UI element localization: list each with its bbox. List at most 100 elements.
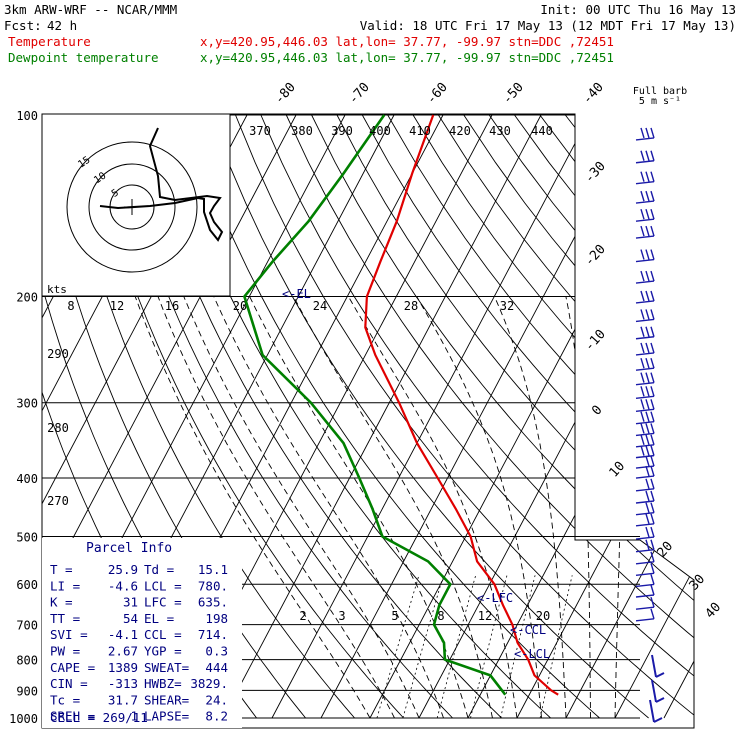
hodograph-box xyxy=(41,113,231,297)
parcel-label: Td = xyxy=(144,562,174,577)
parcel-value: 444 xyxy=(205,660,228,675)
isotherm-label: -40 xyxy=(580,80,607,107)
parcel-label: HWBZ= xyxy=(144,676,182,691)
dry-adiabat-line xyxy=(133,114,502,719)
dry-adiabat-line xyxy=(260,114,694,719)
temperature-legend: Temperature xyxy=(8,34,91,49)
wind-barbs xyxy=(635,127,665,723)
pressure-tick-label: 600 xyxy=(16,578,38,592)
moist-adiabat-line xyxy=(565,296,591,718)
parcel-value: 1389 xyxy=(108,660,138,675)
forecast-hours: 42 h xyxy=(47,18,77,33)
isotherm-line xyxy=(418,114,694,719)
hodograph-trace xyxy=(99,127,224,242)
dry-adiabat-line xyxy=(82,114,404,719)
dry-adiabat-line xyxy=(285,114,694,719)
model-title: 3km ARW-WRF -- NCAR/MMM xyxy=(4,2,177,17)
isotherm-label: 40 xyxy=(703,600,725,622)
parcel-value: 3829. xyxy=(190,676,228,691)
parcel-info-row: K = 31 LFC = 635. xyxy=(50,595,228,610)
parcel-value: 0.3 xyxy=(205,644,228,659)
theta-label: 370 xyxy=(249,124,271,138)
parcel-value: 780. xyxy=(198,578,228,593)
pressure-tick-label: 800 xyxy=(16,654,38,668)
parcel-value: 1 xyxy=(130,709,138,724)
hodograph-axis-tick: 8 xyxy=(67,299,74,313)
parcel-label: LAPSE= xyxy=(144,709,189,724)
parcel-label: EL = xyxy=(144,611,174,626)
dry-adiabat-line xyxy=(438,114,694,719)
dry-adiabat-line xyxy=(387,114,694,719)
dry-adiabat-line xyxy=(412,114,694,719)
isotherm-line xyxy=(222,114,542,719)
isotherm-line xyxy=(516,114,694,719)
parcel-label: SREH = xyxy=(50,709,95,724)
parcel-info-panel: Parcel Info T = 25.9 Td = 15.1 LI = -4.6 LCL =… xyxy=(42,538,242,728)
isotherm-label: -50 xyxy=(500,80,527,107)
wind-barb xyxy=(635,539,655,553)
hodograph-units: kts xyxy=(47,283,67,296)
pressure-tick-label: 900 xyxy=(16,684,38,698)
parcel-label: T = xyxy=(50,562,73,577)
parcel-label: LFC = xyxy=(144,595,182,610)
hodograph-ring xyxy=(88,163,176,251)
mixing-ratio-line xyxy=(436,575,477,719)
theta-label-left: 270 xyxy=(47,494,69,508)
wind-barb xyxy=(635,208,655,222)
wind-barb xyxy=(635,127,655,141)
valid-time: Valid: 18 UTC Fri 17 May 13 (12 MDT Fri … xyxy=(360,18,736,33)
dry-adiabat-line xyxy=(539,114,694,719)
theta-label: 400 xyxy=(369,124,391,138)
dewpoint-legend: Dewpoint temperature xyxy=(8,50,159,65)
wind-barb xyxy=(635,342,655,356)
parcel-value: 635. xyxy=(198,595,228,610)
temperature-location-info: x,y=420.95,446.03 lat,lon= 37.77, -99.97… xyxy=(200,34,614,49)
theta-label-left: 280 xyxy=(47,421,69,435)
moist-adiabat-line xyxy=(157,296,395,719)
parcel-info-title: Parcel Info xyxy=(86,541,172,556)
parcel-label: LI = xyxy=(50,578,80,593)
isotherm-label: 30 xyxy=(687,572,709,594)
dry-adiabat-line xyxy=(184,114,600,719)
pressure-tick-label: 500 xyxy=(16,530,38,544)
theta-label-left: 290 xyxy=(47,347,69,361)
parcel-info-row: CIN = -313 HWBZ= 3829. xyxy=(50,676,228,691)
hodograph-axis-tick: 12 xyxy=(110,299,124,313)
wind-barb xyxy=(635,358,655,371)
pressure-tick-label: 100 xyxy=(16,109,38,123)
dry-adiabat-line xyxy=(361,114,694,719)
wind-barb xyxy=(635,399,655,412)
parcel-info-row: PW = 2.67 YGP = 0.3 xyxy=(50,644,228,659)
parcel-label: CAPE = xyxy=(50,660,95,675)
wind-barb xyxy=(635,171,655,185)
wind-barb xyxy=(635,478,655,492)
parcel-info-row: CAPE = 1389 SWEAT= 444 xyxy=(50,660,228,675)
parcel-cell: CELL = 269/11 xyxy=(50,710,148,725)
isotherm-line xyxy=(271,114,591,719)
moist-adiabat-line xyxy=(134,296,371,719)
isotherm-line xyxy=(42,114,297,719)
parcel-value: 198 xyxy=(205,611,228,626)
pressure-tick-label: 400 xyxy=(16,472,38,486)
dry-adiabat-line xyxy=(108,114,453,719)
isotherm-label: -80 xyxy=(272,80,299,107)
level-marker: <-LFC xyxy=(477,591,513,605)
wind-barb-low xyxy=(649,699,663,723)
theta-label: 380 xyxy=(291,124,313,138)
parcel-value: -4.1 xyxy=(108,627,138,642)
temperature-profile xyxy=(364,114,559,696)
wind-barb xyxy=(635,411,655,425)
isotherm-label: 20 xyxy=(655,539,677,561)
wind-barb xyxy=(635,309,655,323)
wind-barb xyxy=(635,490,655,504)
level-marker: <-CCL xyxy=(510,623,546,637)
parcel-label: PW = xyxy=(50,644,80,659)
parcel-info-row: TT = 54 EL = 198 xyxy=(50,611,228,626)
wind-legend-line2: 5 m s⁻¹ xyxy=(639,96,681,107)
hodograph-ring-label: 5 xyxy=(110,187,121,199)
mixing-ratio-label: 2 xyxy=(299,609,306,623)
parcel-label: SVI = xyxy=(50,627,88,642)
